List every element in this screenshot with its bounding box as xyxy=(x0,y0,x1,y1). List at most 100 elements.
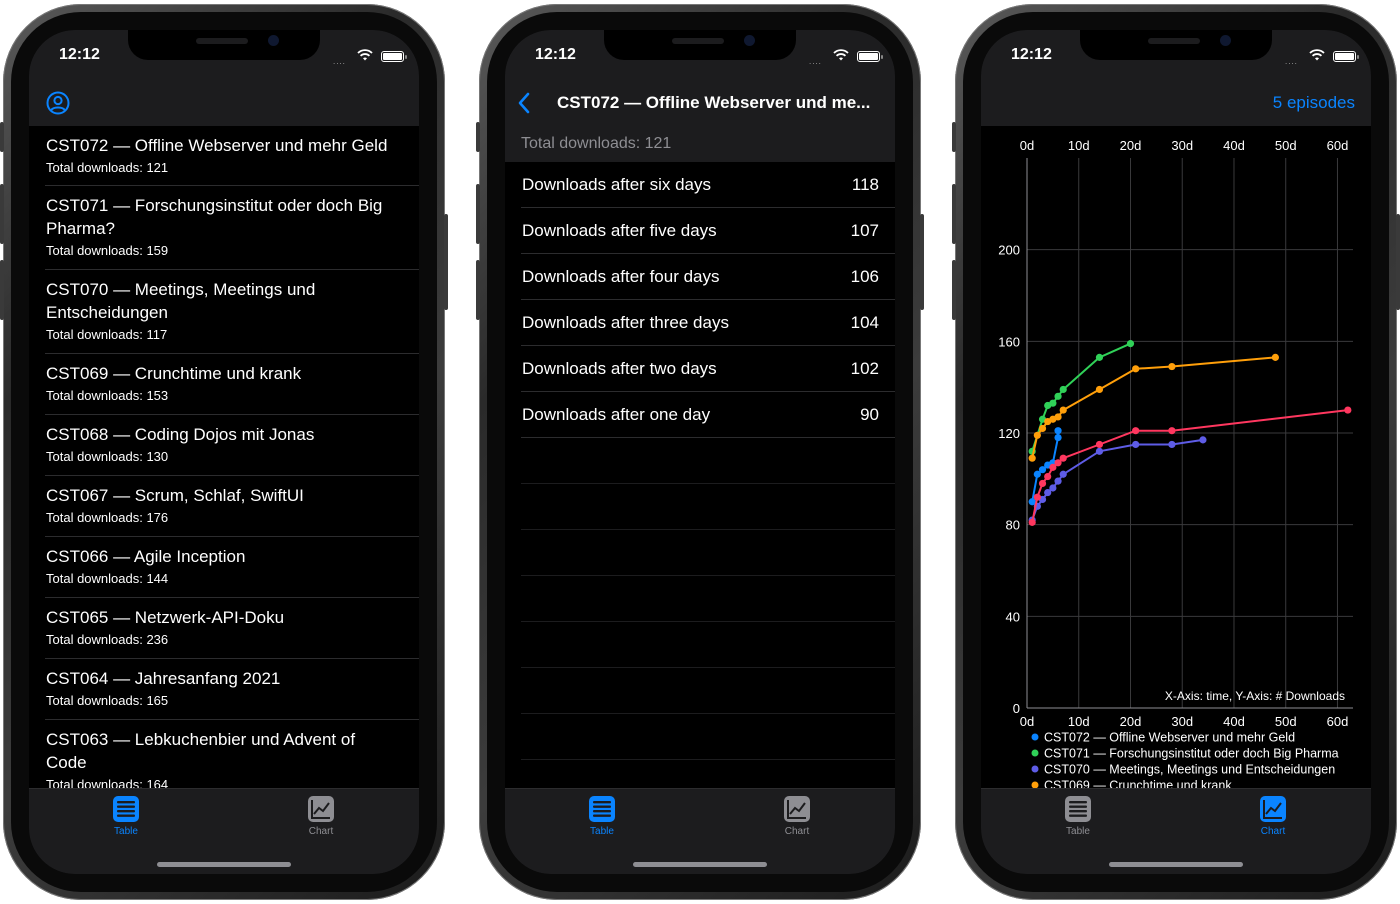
legend-entry: CST072 — Offline Webserver und mehr Geld xyxy=(1044,731,1295,745)
home-indicator xyxy=(157,862,291,867)
list-item[interactable]: CST067 — Scrum, Schlaf, SwiftUI Total do… xyxy=(45,476,419,537)
episode-subtitle: Total downloads: 165 xyxy=(46,693,169,708)
data-point xyxy=(1049,484,1057,492)
legend-entry: CST071 — Forschungsinstitut oder doch Bi… xyxy=(1044,747,1339,761)
list-item[interactable]: CST064 — Jahresanfang 2021 Total downloa… xyxy=(45,659,419,720)
notch xyxy=(1080,30,1272,60)
person-circle-icon[interactable] xyxy=(46,91,70,115)
data-point xyxy=(1271,353,1279,361)
status-time: 12:12 xyxy=(59,46,100,63)
episode-title: CST066 — Agile Inception xyxy=(46,547,246,566)
section-header: Total downloads: 121 xyxy=(505,126,895,162)
screen-chart: 12:12 .... 5 episodes 0d 0d 10d 10d 20d 20d 30… xyxy=(981,30,1371,874)
episode-subtitle: Total downloads: 159 xyxy=(46,243,169,258)
x-tick-label-top: 0d xyxy=(1020,138,1034,153)
data-point xyxy=(1168,440,1176,449)
tab-table[interactable]: Table xyxy=(78,795,174,843)
tab-table[interactable]: Table xyxy=(554,795,650,843)
battery-icon xyxy=(1333,51,1359,62)
tab-label: Table xyxy=(1066,826,1090,837)
tab-table[interactable]: Table xyxy=(1030,795,1126,843)
data-point xyxy=(1095,385,1104,394)
row-label: Downloads after one day xyxy=(522,405,711,424)
episode-list[interactable]: CST072 — Offline Webserver und mehr Geld… xyxy=(29,126,419,788)
tab-chart[interactable]: Chart xyxy=(1225,795,1321,843)
row-value: 107 xyxy=(850,221,879,240)
empty-row xyxy=(521,484,895,530)
table-list-icon xyxy=(589,796,615,822)
data-point xyxy=(1059,454,1067,462)
row-value: 102 xyxy=(850,359,879,378)
line-chart-icon xyxy=(308,796,334,822)
data-point xyxy=(1038,479,1047,488)
episode-title: CST068 — Coding Dojos mit Jonas xyxy=(46,425,315,444)
list-item[interactable]: CST063 — Lebkuchenbier und Advent of Cod… xyxy=(45,720,419,788)
x-tick-label-bottom: 30d xyxy=(1171,714,1193,729)
notch xyxy=(128,30,320,60)
episode-title: CST067 — Scrum, Schlaf, SwiftUI xyxy=(46,486,304,505)
legend-swatch xyxy=(1031,733,1039,741)
episode-title: CST072 — Offline Webserver und mehr Geld xyxy=(46,136,388,155)
x-tick-label-bottom: 50d xyxy=(1275,714,1297,729)
mute-switch xyxy=(476,122,480,152)
data-point xyxy=(1132,427,1140,435)
list-item[interactable]: CST065 — Netzwerk-API-Doku Total downloa… xyxy=(45,598,419,659)
list-item[interactable]: CST069 — Crunchtime und krank Total down… xyxy=(45,354,419,415)
volume-down-button xyxy=(952,260,956,320)
episode-title: CST069 — Crunchtime und krank xyxy=(46,364,302,383)
line-chart-icon xyxy=(784,796,810,822)
table-row: Downloads after six days 118 xyxy=(521,162,895,208)
row-label: Downloads after five days xyxy=(522,221,717,240)
data-point xyxy=(1054,427,1062,435)
status-time: 12:12 xyxy=(1011,46,1052,63)
list-item[interactable]: CST072 — Offline Webserver und mehr Geld… xyxy=(45,126,419,186)
data-point xyxy=(1033,493,1041,501)
volume-up-button xyxy=(476,184,480,244)
legend-swatch xyxy=(1031,765,1039,773)
wifi-icon xyxy=(1309,49,1325,61)
data-point xyxy=(1044,488,1052,497)
chart-area: 0d 0d 10d 10d 20d 20d 30d 30d 40d 40d 50d 50d 60d 60d… xyxy=(981,126,1371,809)
table-row: Downloads after three days 104 xyxy=(521,300,895,346)
episode-title: CST064 — Jahresanfang 2021 xyxy=(46,669,281,688)
tab-bar: Table Chart xyxy=(981,788,1371,874)
x-tick-label-top: 40d xyxy=(1223,138,1245,153)
episodes-button[interactable]: 5 episodes xyxy=(1272,93,1355,112)
table-row: Downloads after two days 102 xyxy=(521,346,895,392)
x-tick-label-top: 20d xyxy=(1120,138,1142,153)
notch xyxy=(604,30,796,60)
list-item[interactable]: CST066 — Agile Inception Total downloads… xyxy=(45,537,419,598)
tab-chart[interactable]: Chart xyxy=(273,795,369,843)
phone-frame-table: 12:12 .... CST072 — Offline Webserver un… xyxy=(0,4,448,900)
row-value: 118 xyxy=(851,175,879,194)
tab-label: Chart xyxy=(784,826,810,837)
data-point xyxy=(1028,498,1036,506)
data-point xyxy=(1054,433,1062,442)
data-point xyxy=(1028,454,1036,462)
volume-up-button xyxy=(0,184,4,244)
row-label: Downloads after four days xyxy=(522,267,720,286)
list-item[interactable]: CST068 — Coding Dojos mit Jonas Total do… xyxy=(45,415,419,476)
list-item[interactable]: CST070 — Meetings, Meetings und Entschei… xyxy=(45,270,419,354)
volume-up-button xyxy=(952,184,956,244)
legend-entry: CST070 — Meetings, Meetings und Entschei… xyxy=(1044,763,1335,777)
data-point xyxy=(1038,424,1047,433)
data-point xyxy=(1199,436,1207,444)
tab-chart[interactable]: Chart xyxy=(749,795,845,843)
tab-bar: Table Chart xyxy=(505,788,895,874)
data-point xyxy=(1049,399,1057,407)
tab-label: Table xyxy=(590,826,614,837)
data-point xyxy=(1054,392,1062,400)
tab-label: Table xyxy=(114,826,138,837)
tab-label: Chart xyxy=(1260,826,1286,837)
phone-frame-chart: 12:12 .... 5 episodes 0d 0d 10d 10d 20d 20d 30… xyxy=(952,4,1400,900)
episode-subtitle: Total downloads: 153 xyxy=(46,388,169,403)
empty-row xyxy=(521,668,895,714)
list-item[interactable]: CST071 — Forschungsinstitut oder doch Bi… xyxy=(45,186,419,270)
data-point xyxy=(1126,340,1135,348)
y-tick-label: 200 xyxy=(998,243,1020,258)
episode-subtitle: Total downloads: 236 xyxy=(46,632,169,647)
empty-row xyxy=(521,714,895,760)
episode-title: CST070 — Meetings, Meetings und Entschei… xyxy=(46,280,316,322)
chevron-left-icon[interactable] xyxy=(517,92,531,114)
